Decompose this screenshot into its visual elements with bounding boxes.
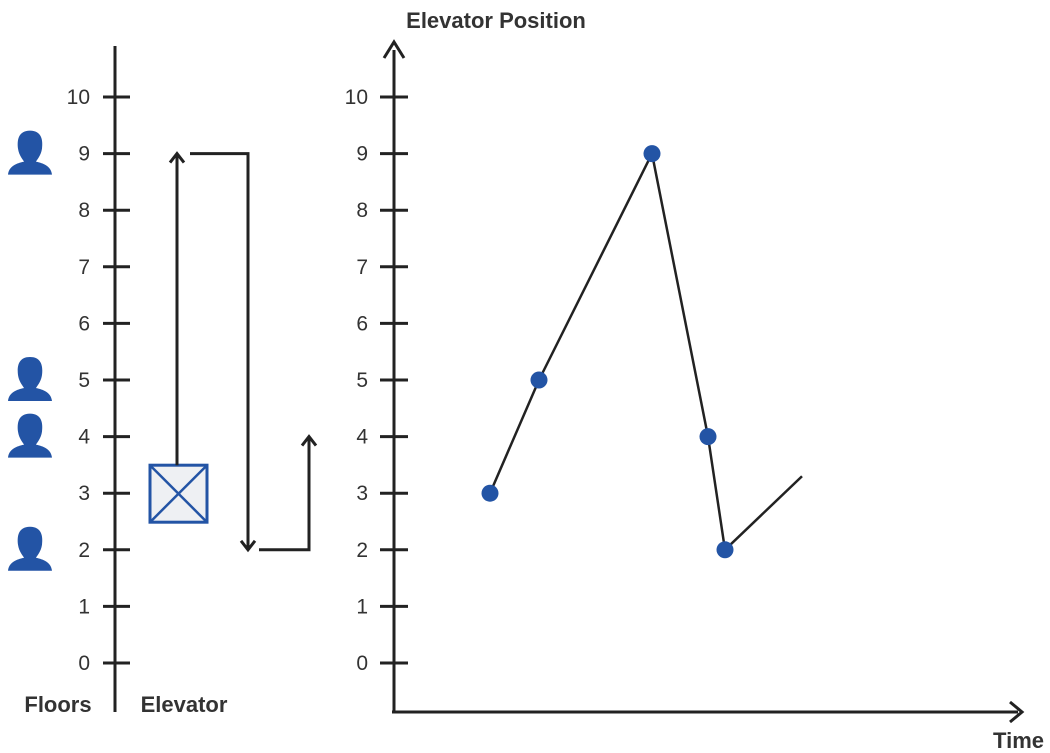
position-series: [481, 145, 803, 559]
path-down-arrowhead: [239, 539, 257, 553]
floor-label: 5: [78, 369, 90, 392]
person-icon: [8, 526, 52, 571]
path-up-arrowhead: [168, 151, 186, 164]
floor-label: 6: [78, 312, 90, 335]
chart-y-tick-label: 8: [356, 199, 368, 222]
floor-label: 1: [78, 595, 90, 618]
position-line: [488, 149, 727, 550]
chart-x-axis-arrow: [1009, 700, 1025, 724]
data-point: [699, 428, 717, 446]
position-trailing-line: [724, 475, 803, 551]
floor-label: 8: [78, 199, 90, 222]
path-final-arrowhead: [300, 434, 318, 447]
chart-y-tick-label: 4: [356, 426, 368, 449]
data-point: [530, 371, 548, 389]
data-point: [716, 541, 734, 559]
elevator-travel-path: [168, 151, 318, 553]
waiting-people: [8, 130, 52, 571]
floor-label: 3: [78, 482, 90, 505]
floors-panel: 0 1 2 3 4 5 6 7 8 9 10 Floors Elevator: [8, 46, 318, 717]
data-point: [481, 484, 499, 502]
chart-y-ticks: [380, 95, 408, 665]
path-final-up-segment: [259, 438, 311, 552]
chart-y-axis-arrow: [382, 39, 406, 59]
floor-label: 7: [78, 256, 90, 279]
floor-label: 4: [78, 426, 90, 449]
chart-y-tick-label: 3: [356, 482, 368, 505]
chart-y-tick-label: 9: [356, 143, 368, 166]
chart-y-tick-label: 10: [345, 86, 368, 109]
floor-label: 10: [67, 86, 90, 109]
data-point: [643, 145, 661, 163]
floor-labels: 0 1 2 3 4 5 6 7 8 9 10: [67, 86, 91, 675]
floor-label: 9: [78, 143, 90, 166]
position-chart: 0 1 2 3 4 5 6 7 8 9 10 Elevator Position Time: [345, 8, 1044, 753]
chart-y-tick-label: 2: [356, 539, 368, 562]
floors-caption: Floors: [24, 692, 91, 717]
floor-label: 2: [78, 539, 90, 562]
floor-ticks: [103, 95, 130, 665]
person-icon: [8, 357, 52, 401]
floor-label: 0: [78, 652, 90, 675]
person-icon: [8, 130, 52, 175]
chart-y-tick-label: 6: [356, 312, 368, 335]
elevator-caption: Elevator: [141, 692, 228, 717]
chart-y-tick-label: 1: [356, 595, 368, 618]
chart-y-tick-labels: 0 1 2 3 4 5 6 7 8 9 10: [345, 86, 369, 675]
chart-y-tick-label: 7: [356, 256, 368, 279]
chart-y-tick-label: 0: [356, 652, 368, 675]
elevator-car-icon: [148, 463, 209, 524]
chart-y-tick-label: 5: [356, 369, 368, 392]
chart-title: Elevator Position: [406, 8, 586, 33]
person-icon: [8, 413, 52, 458]
path-down-segment: [190, 152, 250, 548]
chart-x-label: Time: [993, 728, 1044, 753]
